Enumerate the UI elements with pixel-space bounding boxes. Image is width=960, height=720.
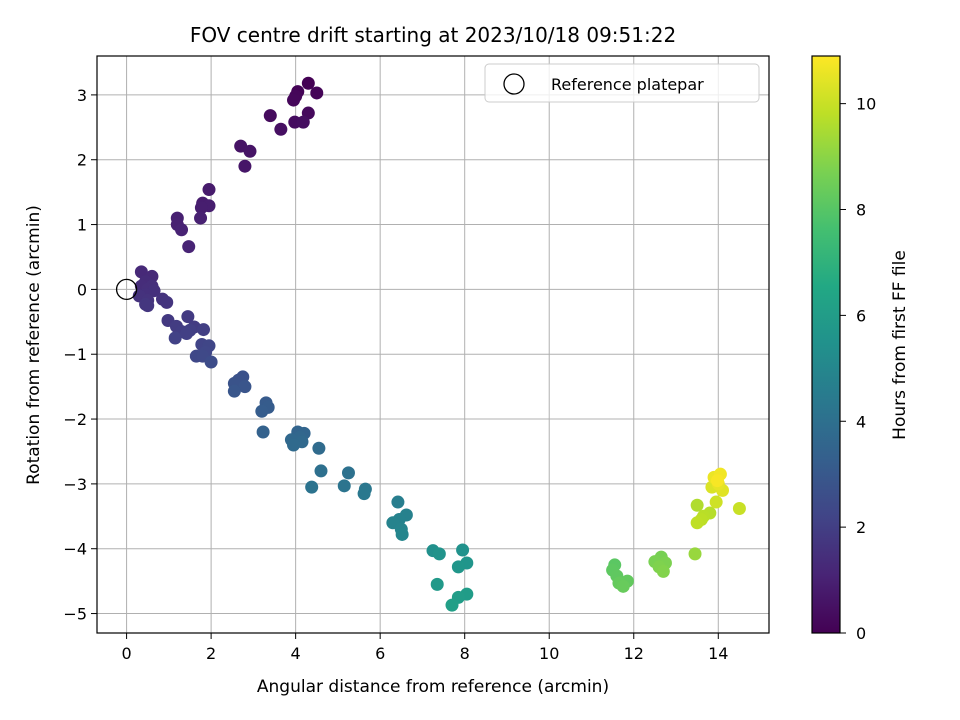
data-point [732,502,746,516]
x-tick-label: 2 [206,644,216,663]
data-point [181,310,195,324]
data-point [238,159,252,173]
data-point [690,498,704,512]
data-point [204,355,218,369]
data-point [194,211,208,225]
y-tick-label: 1 [77,216,87,235]
x-tick-label: 8 [460,644,470,663]
data-point [656,564,670,578]
legend-label-reference: Reference platepar [551,75,704,94]
legend-box [484,63,760,103]
x-tick-label: 4 [291,644,301,663]
data-point [180,326,194,340]
data-point [395,527,409,541]
data-point [341,466,355,480]
x-axis-ticks: 0 2 4 6 8 10 12 14 [121,633,728,663]
data-point [451,560,465,574]
data-point [255,404,269,418]
data-point [227,384,241,398]
data-point [134,265,148,279]
data-points [115,76,746,612]
data-point [616,579,630,593]
colorbar-gradient [811,55,841,634]
x-tick-label: 14 [708,644,728,663]
data-point [709,495,723,509]
y-tick-label: 2 [77,151,87,170]
legend: Reference platepar [484,63,760,103]
data-point [432,547,446,561]
data-point [456,543,470,557]
y-tick-label: −5 [63,605,87,624]
x-tick-label: 10 [539,644,559,663]
grid [97,56,769,633]
data-point [197,323,211,337]
data-point [688,547,702,561]
data-point [337,479,351,493]
colorbar: 0 2 4 6 8 10 Hours from first FF file [811,55,910,643]
colorbar-tick-label: 10 [856,95,876,114]
x-tick-label: 0 [121,644,131,663]
data-point [690,516,704,530]
data-point [357,487,371,501]
data-point [141,299,155,313]
y-axis-label: Rotation from reference (arcmin) [24,205,44,485]
data-point [238,380,252,394]
y-axis-ticks: −5 −4 −3 −2 −1 0 1 2 3 [63,86,97,624]
chart-title: FOV centre drift starting at 2023/10/18 … [190,23,676,47]
data-point [160,295,174,309]
legend-marker-reference [503,73,525,95]
data-point [314,464,328,478]
data-point [310,86,324,100]
data-point [287,438,301,452]
x-axis-label: Angular distance from reference (arcmin) [257,677,609,697]
data-point [430,577,444,591]
y-tick-label: −4 [63,540,87,559]
plot-frame [96,55,770,634]
y-tick-label: −3 [63,475,87,494]
colorbar-tick-label: 4 [856,412,866,431]
data-point [263,109,277,123]
colorbar-tick-label: 6 [856,306,866,325]
reference-platepar-marker [115,278,138,301]
data-point [194,201,208,215]
data-point [243,144,257,158]
data-point [182,240,196,254]
data-point [274,122,288,136]
colorbar-tick-label: 0 [856,624,866,643]
data-point [445,598,459,612]
y-tick-label: −1 [63,345,87,364]
colorbar-ticks: 0 2 4 6 8 10 [840,95,876,643]
data-point [305,480,319,494]
data-point [175,223,189,237]
data-point [312,441,326,455]
data-point [296,115,310,129]
data-point [301,76,315,90]
x-tick-label: 6 [375,644,385,663]
data-point [168,331,182,345]
y-tick-label: −2 [63,410,87,429]
y-tick-label: 3 [77,86,87,105]
colorbar-tick-label: 2 [856,518,866,537]
data-point [710,474,724,488]
colorbar-label: Hours from first FF file [890,250,910,440]
data-point [256,425,270,439]
colorbar-tick-label: 8 [856,201,866,220]
x-tick-label: 12 [624,644,644,663]
data-point [391,495,405,509]
data-point [202,183,216,197]
data-point [287,93,301,107]
y-tick-label: 0 [77,280,87,299]
